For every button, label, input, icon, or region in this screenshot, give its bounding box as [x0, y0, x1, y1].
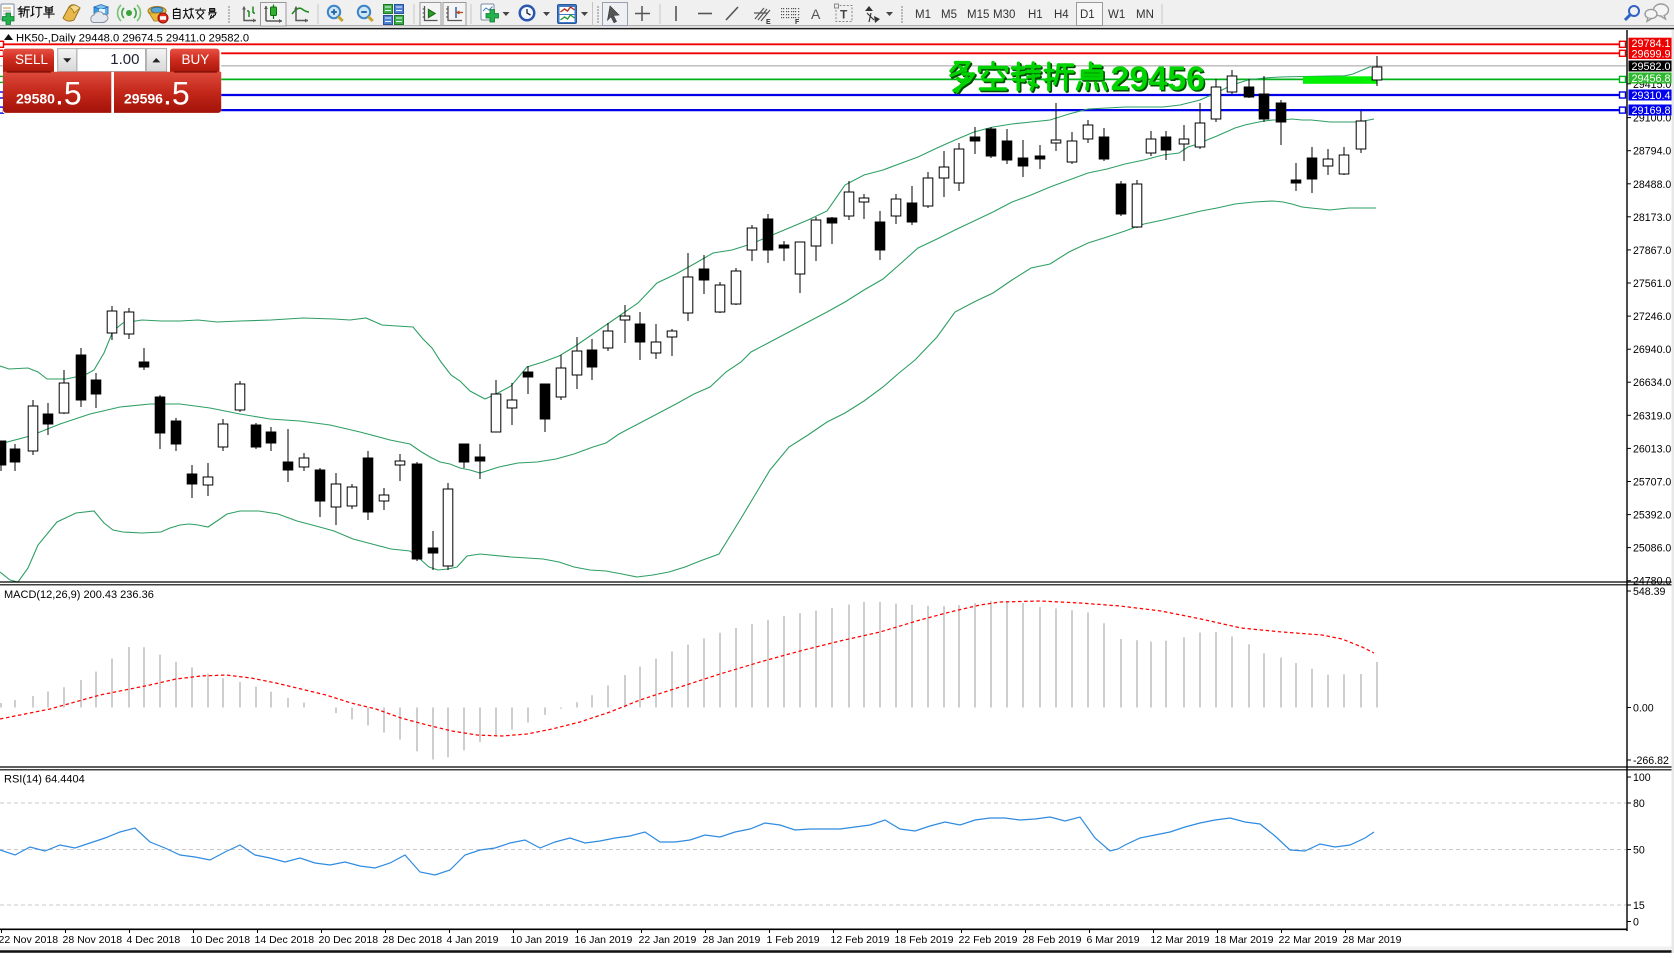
svg-text:22 Mar 2019: 22 Mar 2019: [1279, 934, 1338, 946]
svg-text:27867.0: 27867.0: [1633, 245, 1671, 257]
svg-text:29169.8: 29169.8: [1632, 105, 1671, 117]
svg-text:28794.0: 28794.0: [1633, 146, 1671, 158]
svg-text:26319.0: 26319.0: [1633, 410, 1671, 422]
svg-text:H4: H4: [1054, 9, 1069, 21]
svg-text:BUY: BUY: [182, 52, 210, 67]
svg-text:M5: M5: [941, 9, 957, 21]
svg-text:20 Dec 2018: 20 Dec 2018: [319, 934, 379, 946]
svg-text:F: F: [795, 19, 800, 26]
svg-text:1 Feb 2019: 1 Feb 2019: [767, 934, 820, 946]
svg-text:27561.0: 27561.0: [1633, 278, 1671, 290]
svg-text:29456: 29456: [1111, 60, 1206, 98]
svg-text:50: 50: [1633, 845, 1645, 857]
svg-text:15: 15: [1633, 900, 1645, 912]
svg-text:14 Dec 2018: 14 Dec 2018: [255, 934, 315, 946]
svg-text:22 Jan 2019: 22 Jan 2019: [639, 934, 697, 946]
svg-text:28488.0: 28488.0: [1633, 179, 1671, 191]
svg-text:29310.4: 29310.4: [1632, 90, 1671, 102]
svg-text:29580: 29580: [16, 91, 55, 107]
svg-text:80: 80: [1633, 798, 1645, 810]
svg-text:29582.0: 29582.0: [1632, 61, 1671, 73]
svg-text:29456.8: 29456.8: [1632, 73, 1671, 85]
svg-text:MACD(12,26,9) 200.43 236.36: MACD(12,26,9) 200.43 236.36: [4, 589, 154, 601]
svg-text:25086.0: 25086.0: [1633, 543, 1671, 555]
svg-text:26013.0: 26013.0: [1633, 443, 1671, 455]
svg-text:22 Feb 2019: 22 Feb 2019: [959, 934, 1018, 946]
svg-text:25707.0: 25707.0: [1633, 477, 1671, 489]
svg-text:D1: D1: [1080, 9, 1095, 21]
svg-text:HK50-,Daily 29448.0 29674.5 2: HK50-,Daily 29448.0 29674.5 29411.0 2958…: [16, 33, 249, 45]
svg-text:18 Mar 2019: 18 Mar 2019: [1215, 934, 1274, 946]
svg-text:4 Jan 2019: 4 Jan 2019: [447, 934, 499, 946]
svg-text:RSI(14) 64.4404: RSI(14) 64.4404: [4, 774, 85, 786]
svg-text:A: A: [811, 6, 821, 22]
svg-text:M15: M15: [967, 9, 989, 21]
svg-text:W1: W1: [1108, 9, 1125, 21]
svg-text:6 Mar 2019: 6 Mar 2019: [1087, 934, 1140, 946]
svg-text:M1: M1: [915, 9, 931, 21]
svg-text:.5: .5: [55, 76, 82, 112]
svg-text:18 Feb 2019: 18 Feb 2019: [895, 934, 954, 946]
svg-text:12 Feb 2019: 12 Feb 2019: [831, 934, 890, 946]
svg-text:MN: MN: [1136, 9, 1154, 21]
svg-text:.5: .5: [163, 76, 190, 112]
svg-text:16 Jan 2019: 16 Jan 2019: [575, 934, 633, 946]
svg-text:548.39: 548.39: [1633, 586, 1666, 598]
svg-text:T: T: [840, 8, 848, 22]
svg-text:27246.0: 27246.0: [1633, 311, 1671, 323]
svg-text:-266.82: -266.82: [1633, 755, 1669, 767]
svg-text:28 Feb 2019: 28 Feb 2019: [1023, 934, 1082, 946]
svg-text:H1: H1: [1028, 9, 1043, 21]
svg-text:1.00: 1.00: [110, 51, 139, 68]
svg-text:M30: M30: [993, 9, 1015, 21]
svg-text:0.00: 0.00: [1633, 703, 1654, 715]
svg-text:4 Dec 2018: 4 Dec 2018: [127, 934, 181, 946]
svg-text:26634.0: 26634.0: [1633, 377, 1671, 389]
svg-text:0: 0: [1633, 917, 1639, 929]
svg-text:E: E: [766, 19, 771, 26]
svg-text:29699.9: 29699.9: [1632, 49, 1671, 61]
svg-text:29596: 29596: [124, 91, 163, 107]
svg-text:28 Jan 2019: 28 Jan 2019: [703, 934, 761, 946]
svg-text:26940.0: 26940.0: [1633, 344, 1671, 356]
svg-text:28 Dec 2018: 28 Dec 2018: [383, 934, 443, 946]
svg-text:12 Mar 2019: 12 Mar 2019: [1151, 934, 1210, 946]
svg-text:SELL: SELL: [15, 52, 49, 67]
svg-text:28 Nov 2018: 28 Nov 2018: [63, 934, 123, 946]
svg-text:25392.0: 25392.0: [1633, 510, 1671, 522]
svg-text:28173.0: 28173.0: [1633, 212, 1671, 224]
svg-text:10 Jan 2019: 10 Jan 2019: [511, 934, 569, 946]
svg-text:28 Mar 2019: 28 Mar 2019: [1343, 934, 1402, 946]
svg-text:100: 100: [1633, 772, 1651, 784]
svg-text:22 Nov 2018: 22 Nov 2018: [0, 934, 58, 946]
svg-text:10 Dec 2018: 10 Dec 2018: [191, 934, 251, 946]
